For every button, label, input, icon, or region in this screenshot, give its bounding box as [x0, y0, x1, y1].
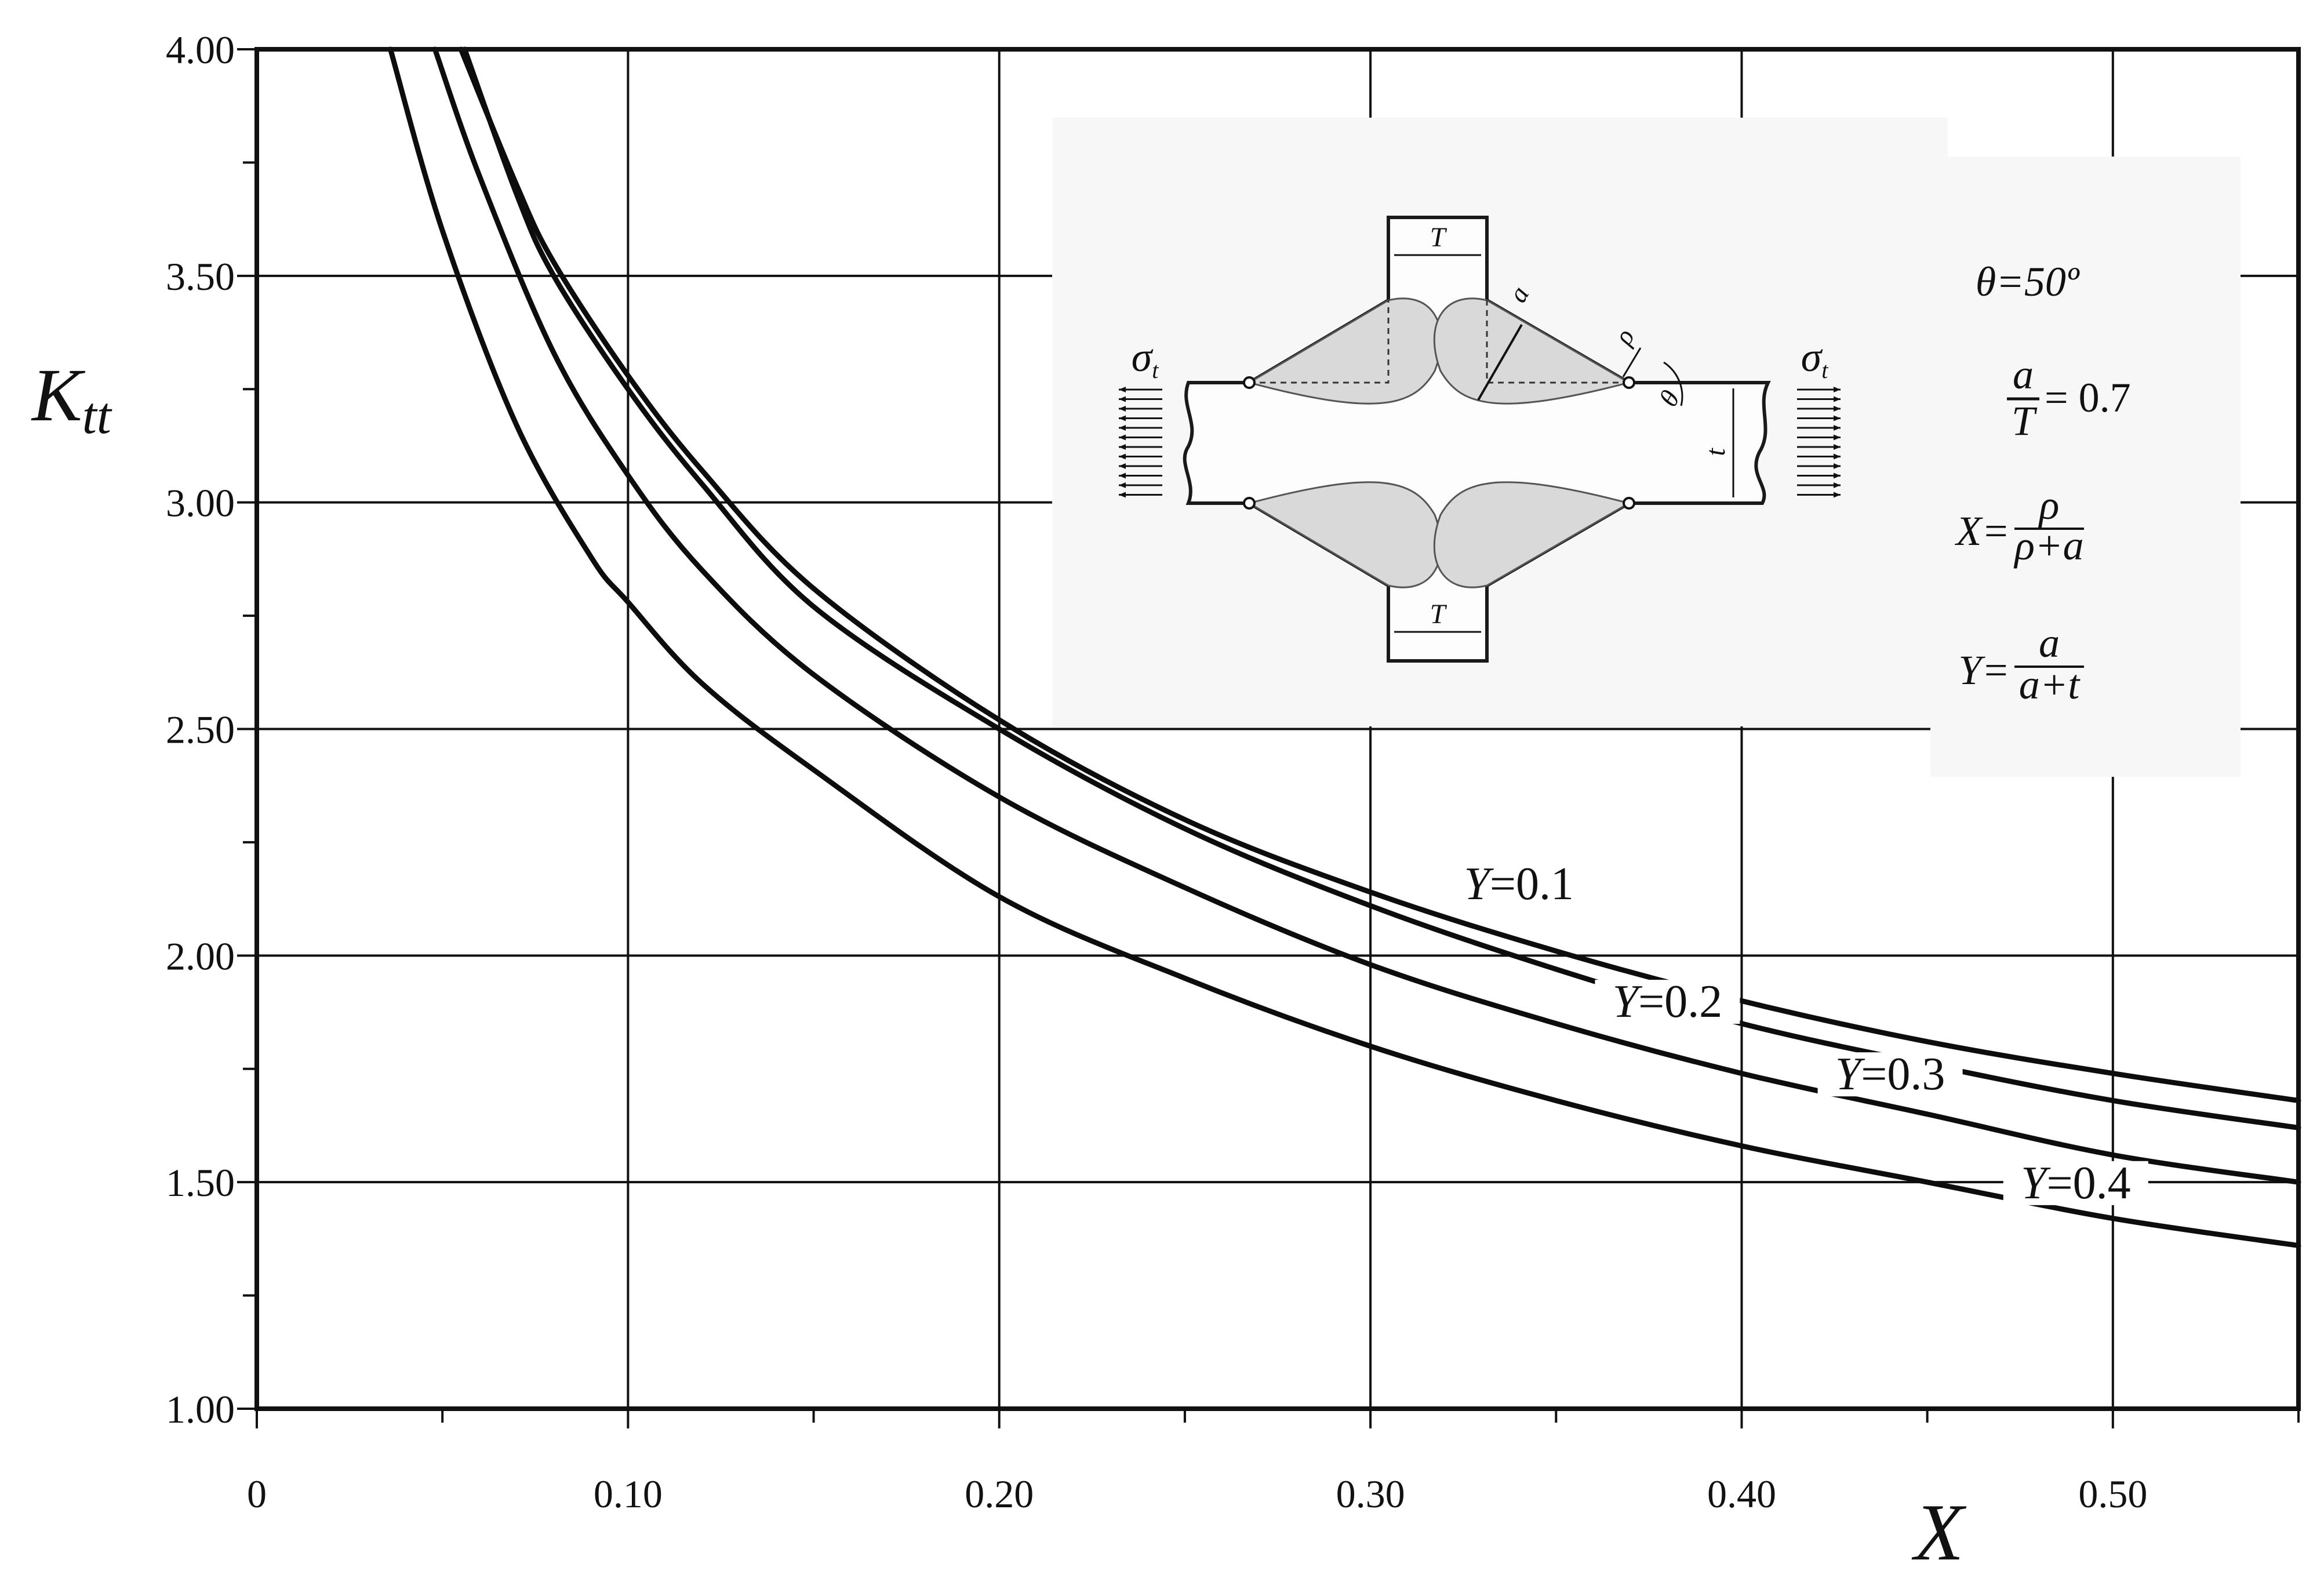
- y-tick-label: 1.00: [166, 1387, 235, 1431]
- weld-bead-upper-left: [1247, 297, 1442, 405]
- x-tick-label: 0.10: [594, 1472, 663, 1516]
- dimension-label-bottom-T: T: [1430, 599, 1448, 630]
- stress-arrowhead: [1834, 482, 1841, 488]
- weld-toe-marker: [1243, 497, 1256, 510]
- x-tick-label: 0.30: [1336, 1472, 1405, 1516]
- parameter-a-over-T-denominator: T: [2012, 398, 2038, 444]
- stress-arrowhead: [1834, 453, 1841, 460]
- stress-label-right: σt: [1801, 334, 1829, 383]
- stress-arrowhead: [1119, 444, 1126, 450]
- stress-arrowhead: [1834, 396, 1841, 402]
- construction-lines-left: [1249, 300, 1390, 384]
- stress-arrowhead: [1119, 415, 1126, 421]
- x-tick-label: 0.40: [1707, 1472, 1776, 1516]
- parameter-X-definition: X=: [1954, 508, 2010, 554]
- inset-figure: T T t a ρ θ σt σt θ=50º a T = 0.7 X= ρ ρ…: [1052, 118, 2241, 777]
- series-line: [458, 46, 2301, 1103]
- stress-arrowhead: [1119, 434, 1126, 441]
- parameter-theta: θ=50º: [1976, 259, 2080, 305]
- curve-label-background: [2003, 1161, 2148, 1205]
- stress-arrowhead: [1119, 472, 1126, 479]
- stress-arrowhead: [1834, 425, 1841, 431]
- y-tick-label: 2.00: [166, 934, 235, 978]
- angle-arc-theta: [1663, 361, 1683, 406]
- dimension-label-top-T: T: [1430, 222, 1448, 253]
- stress-arrowhead: [1119, 492, 1126, 498]
- y-tick-label: 3.50: [166, 254, 235, 299]
- y-axis-title: Ktt: [31, 354, 112, 445]
- weld-bead-lower-right: [1433, 481, 1631, 588]
- parameter-X-numerator: ρ: [2038, 482, 2060, 528]
- x-tick-label: 0: [247, 1472, 267, 1516]
- stress-arrowhead: [1834, 444, 1841, 450]
- parameter-Y-numerator: a: [2039, 620, 2060, 666]
- curve-label-background: [1595, 980, 1740, 1024]
- x-tick-label: 0.20: [965, 1472, 1034, 1516]
- curve-label-background: [1817, 1052, 1963, 1097]
- series-line: [388, 46, 2301, 1249]
- parameter-Y-definition: Y=: [1958, 647, 2010, 693]
- weld-bead-upper-right: [1433, 297, 1631, 405]
- y-tick-label: 2.50: [166, 708, 235, 752]
- x-tick-label: 0.50: [2078, 1472, 2147, 1516]
- construction-lines-right: [1486, 300, 1629, 384]
- parameter-X-denominator: ρ+a: [2013, 522, 2083, 569]
- weld-bead-lower-left: [1247, 481, 1442, 588]
- radius-leader-rho: [1622, 347, 1642, 377]
- stress-arrowhead: [1119, 425, 1126, 431]
- stress-arrowhead: [1119, 463, 1126, 469]
- stress-arrowhead: [1834, 492, 1841, 498]
- curve-label: Y=0.4: [2021, 1158, 2131, 1209]
- stress-arrowhead: [1119, 396, 1126, 402]
- stress-arrowhead: [1119, 387, 1126, 392]
- curve-label: Y=0.1: [1464, 859, 1574, 910]
- stress-arrowhead: [1834, 472, 1841, 479]
- stress-arrowhead: [1119, 482, 1126, 488]
- curve-labels: Y=0.1 Y=0.2 Y=0.3 Y=0.4: [1446, 859, 2148, 1209]
- stress-arrowhead: [1834, 406, 1841, 412]
- curve-label: Y=0.2: [1613, 976, 1723, 1027]
- y-tick-label: 3.00: [166, 481, 235, 525]
- weld-toe-marker: [1623, 497, 1635, 510]
- inset-background-right: [1930, 157, 2241, 777]
- series-line: [432, 46, 2301, 1185]
- y-tick-label: 4.00: [166, 28, 235, 72]
- axis-ticks: [237, 48, 2300, 1428]
- y-tick-label: 1.50: [166, 1161, 235, 1205]
- axis-tick-labels: 0 0.10 0.20 0.30 0.40 0.50 1.00 1.50 2.00 2.50 3.0…: [166, 28, 2147, 1516]
- parameter-Y-denominator: a+t: [2019, 661, 2081, 708]
- parameter-a-over-T-numerator: a: [2013, 351, 2034, 398]
- stress-arrowhead: [1834, 415, 1841, 421]
- stress-arrows-left: [1119, 387, 1162, 498]
- stress-arrowhead: [1834, 434, 1841, 441]
- throat-arrow-a: [1477, 324, 1523, 401]
- weld-toe-marker: [1623, 376, 1635, 389]
- dimension-label-t: t: [1700, 448, 1731, 456]
- parameter-a-over-T-value: = 0.7: [2045, 374, 2131, 421]
- x-axis-title: X: [1911, 1488, 1967, 1577]
- stress-arrowhead: [1119, 453, 1126, 460]
- stress-label-left: σt: [1132, 334, 1159, 383]
- weld-toe-marker: [1243, 376, 1256, 389]
- stress-arrowhead: [1834, 463, 1841, 469]
- stress-arrowhead: [1119, 406, 1126, 412]
- curve-label-background: [1446, 861, 1592, 906]
- curve-label: Y=0.3: [1835, 1049, 1945, 1100]
- stress-arrowhead: [1834, 387, 1841, 392]
- stress-arrows-right: [1797, 387, 1841, 498]
